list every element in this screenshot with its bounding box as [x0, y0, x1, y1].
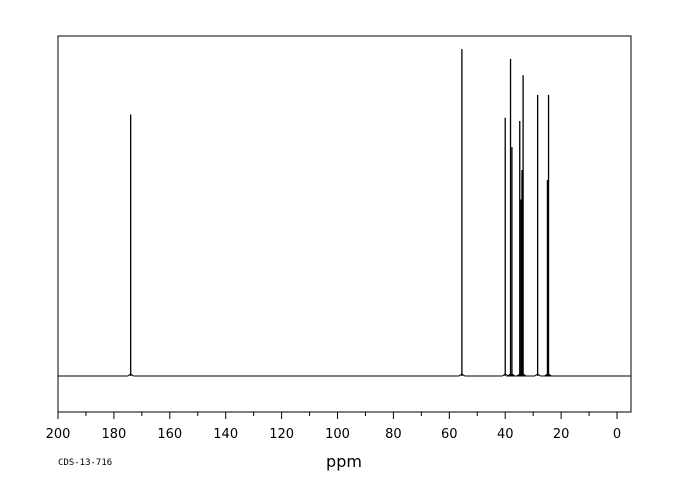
sample-code-label: CDS-13-716 [58, 458, 112, 468]
peak-lines [130, 49, 550, 377]
plot-frame [57, 35, 632, 413]
x-axis-tick-labels: 200 180 160 140 120 100 80 60 40 20 0 [46, 427, 622, 442]
x-tick-label: 20 [553, 427, 570, 442]
x-tick-label: 100 [325, 427, 350, 442]
x-tick-label: 180 [101, 427, 126, 442]
x-tick-label: 140 [213, 427, 238, 442]
x-axis-ticks [57, 412, 618, 419]
x-axis-title: ppm [326, 452, 362, 471]
x-tick-label: 0 [613, 427, 621, 442]
x-tick-label: 200 [46, 427, 71, 442]
x-tick-label: 80 [385, 427, 402, 442]
x-tick-label: 160 [157, 427, 182, 442]
spectrum-trace [58, 373, 631, 377]
x-tick-label: 40 [497, 427, 514, 442]
x-tick-label: 120 [269, 427, 294, 442]
x-tick-label: 60 [441, 427, 458, 442]
